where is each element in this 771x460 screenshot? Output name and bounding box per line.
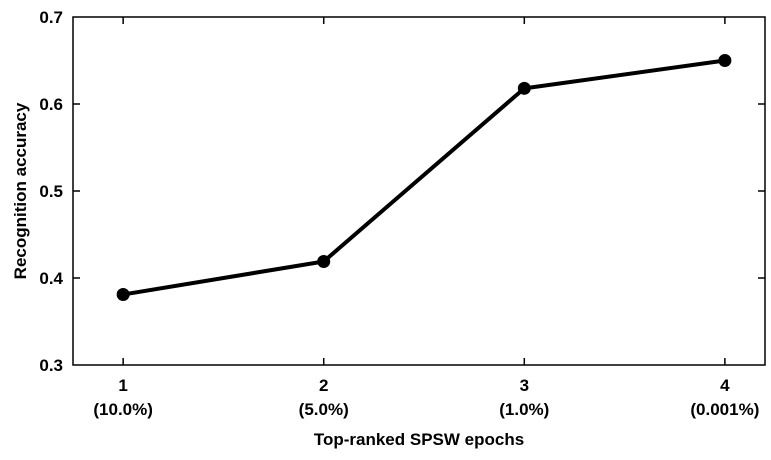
y-tick-label: 0.3 bbox=[39, 356, 63, 375]
y-tick-label: 0.7 bbox=[39, 8, 63, 27]
y-tick-label: 0.6 bbox=[39, 95, 63, 114]
series-line bbox=[122, 58, 726, 297]
x-tick-label: 1 bbox=[118, 376, 127, 395]
x-tick-label: 2 bbox=[319, 376, 328, 395]
x-tick-sublabel: (1.0%) bbox=[499, 400, 549, 419]
x-tick-sublabel: (0.001%) bbox=[690, 400, 759, 419]
data-point bbox=[718, 54, 732, 67]
x-tick-sublabel: (10.0%) bbox=[93, 400, 153, 419]
y-tick-label: 0.4 bbox=[39, 269, 63, 288]
data-point bbox=[317, 254, 331, 268]
x-tick-label: 4 bbox=[720, 376, 730, 395]
x-tick-label: 3 bbox=[520, 376, 529, 395]
y-axis: 0.3 0.4 0.5 0.6 0.7 bbox=[39, 8, 765, 375]
x-tick-sublabel: (5.0%) bbox=[299, 400, 349, 419]
data-point bbox=[116, 288, 130, 302]
x-axis-label: Top-ranked SPSW epochs bbox=[314, 430, 524, 449]
x-axis: 1 (10.0%) 2 (5.0%) 3 (1.0%) 4 (0.001%) bbox=[93, 17, 759, 419]
y-tick-label: 0.5 bbox=[39, 182, 63, 201]
series-group bbox=[116, 54, 732, 302]
data-point bbox=[517, 81, 531, 95]
y-axis-label: Recognition accuracy bbox=[11, 102, 30, 279]
